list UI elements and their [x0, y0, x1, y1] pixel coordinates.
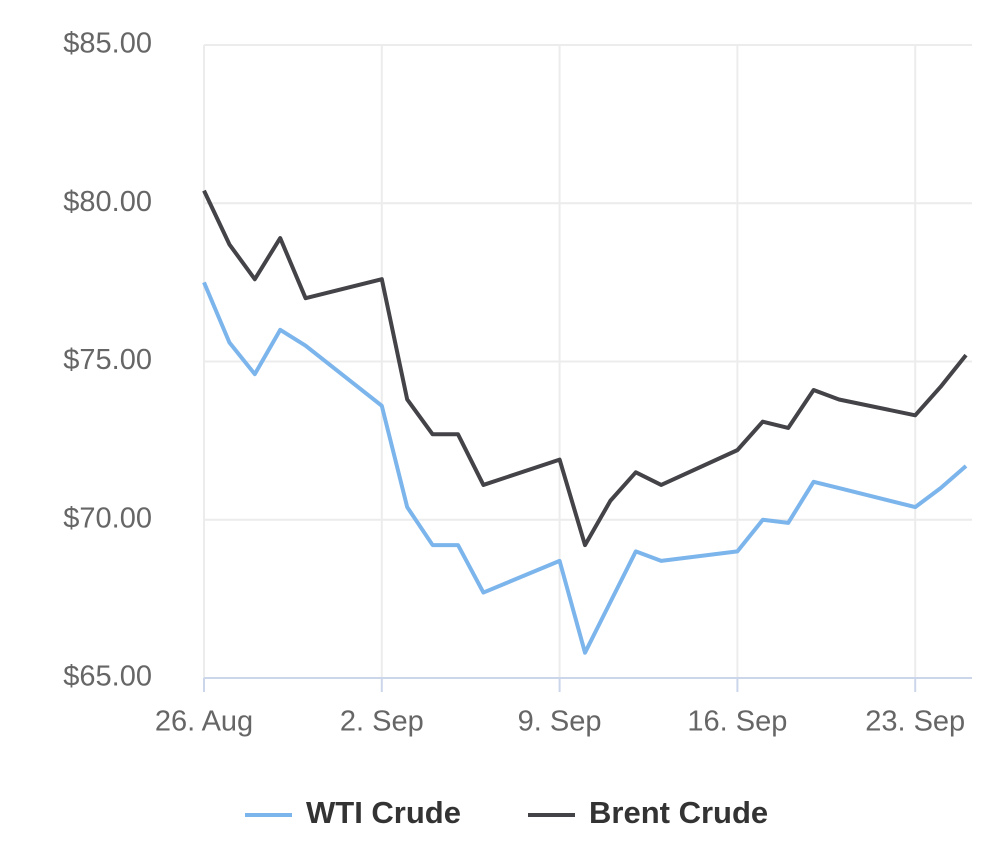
legend-item: Brent Crude — [528, 795, 768, 830]
x-tick-label: 23. Sep — [865, 706, 965, 738]
series-line — [202, 189, 968, 548]
legend-label: Brent Crude — [589, 795, 768, 830]
y-tick-label: $85.00 — [63, 28, 152, 60]
y-tick-label: $75.00 — [63, 344, 152, 376]
series-line — [202, 281, 968, 655]
y-tick-label: $80.00 — [63, 186, 152, 218]
x-tick-label: 2. Sep — [340, 706, 424, 738]
x-tick-label: 26. Aug — [155, 706, 253, 738]
y-tick-label: $65.00 — [63, 661, 152, 693]
x-tick-label: 16. Sep — [687, 706, 787, 738]
legend-label: WTI Crude — [306, 795, 461, 830]
legend-item: WTI Crude — [245, 795, 461, 830]
x-tick-label: 9. Sep — [518, 706, 602, 738]
y-tick-label: $70.00 — [63, 502, 152, 534]
